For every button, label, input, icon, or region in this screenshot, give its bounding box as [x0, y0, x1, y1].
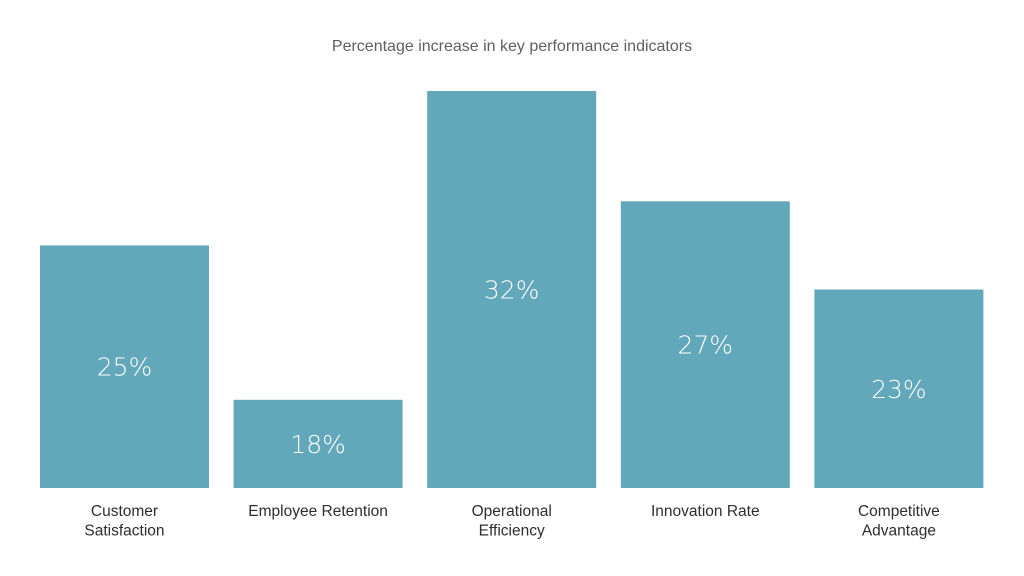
- bar-value-label-0: 25%: [97, 353, 153, 382]
- bar-value-label-4: 23%: [871, 375, 927, 404]
- category-label-line: Advantage: [862, 523, 936, 540]
- category-label-line: Customer: [91, 503, 158, 520]
- category-label-line: Satisfaction: [84, 523, 164, 540]
- category-label-2: Operational Efficiency: [472, 503, 552, 540]
- bar-value-label-3: 27%: [678, 331, 734, 360]
- category-label-4: Competitive Advantage: [858, 503, 940, 540]
- category-label-3: Innovation Rate: [651, 503, 760, 520]
- category-label-0: Customer Satisfaction: [84, 503, 164, 540]
- category-label-line: Efficiency: [479, 523, 545, 540]
- bar-0: [40, 245, 209, 488]
- category-label-line: Operational: [472, 503, 552, 520]
- bar-2: [427, 91, 597, 488]
- bar-3: [620, 201, 790, 489]
- bar-1: [233, 399, 403, 488]
- bars-group: 25% Customer Satisfaction 18% Employee Reten…: [40, 91, 984, 540]
- bar-4: [814, 289, 984, 488]
- bar-value-label-2: 32%: [484, 276, 540, 305]
- category-label-line: Innovation Rate: [651, 503, 760, 520]
- bar-value-label-1: 18%: [290, 430, 346, 459]
- category-label-line: Employee Retention: [248, 503, 388, 520]
- category-label-line: Competitive: [858, 503, 940, 520]
- chart-title: Percentage increase in key performance i…: [332, 38, 692, 55]
- category-label-1: Employee Retention: [248, 503, 388, 520]
